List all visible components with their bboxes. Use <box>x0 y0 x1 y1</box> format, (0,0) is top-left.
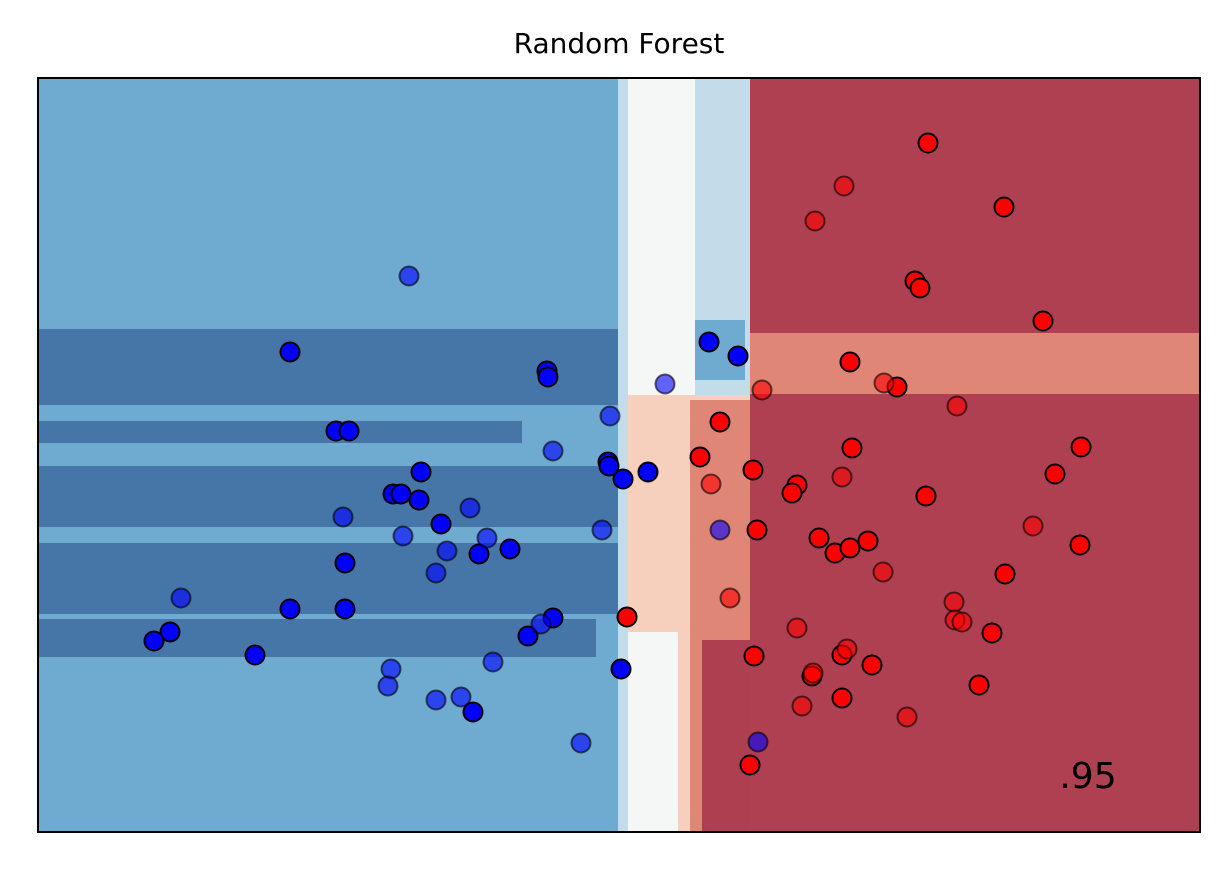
point <box>946 395 968 417</box>
point <box>709 519 731 541</box>
point <box>610 658 632 680</box>
point <box>616 606 638 628</box>
point <box>334 552 356 574</box>
point <box>425 562 447 584</box>
point <box>143 630 165 652</box>
point <box>861 654 883 676</box>
point <box>392 525 414 547</box>
point <box>747 731 769 753</box>
point <box>332 506 354 528</box>
point <box>637 461 659 483</box>
point <box>981 622 1003 644</box>
point <box>786 617 808 639</box>
point <box>244 644 266 666</box>
score-annotation: .95 <box>1059 756 1116 797</box>
point <box>709 411 731 433</box>
point <box>781 482 803 504</box>
point <box>338 420 360 442</box>
point <box>909 277 931 299</box>
point <box>334 598 356 620</box>
point <box>1044 463 1066 485</box>
point <box>831 687 853 709</box>
point <box>993 196 1015 218</box>
point <box>450 686 472 708</box>
point <box>836 638 858 660</box>
point <box>917 132 939 154</box>
chart-title: Random Forest <box>514 27 725 60</box>
point <box>517 625 539 647</box>
point <box>915 485 937 507</box>
point <box>719 587 741 609</box>
point <box>377 675 399 697</box>
point <box>698 331 720 353</box>
point <box>542 440 564 462</box>
point <box>896 706 918 728</box>
point <box>425 689 447 711</box>
point <box>808 527 830 549</box>
point <box>791 695 813 717</box>
point <box>591 519 613 541</box>
point <box>689 446 711 468</box>
point <box>530 613 552 635</box>
point <box>170 587 192 609</box>
point <box>612 468 634 490</box>
point <box>872 561 894 583</box>
point <box>802 662 824 684</box>
point <box>739 754 761 776</box>
point <box>408 489 430 511</box>
point <box>746 519 768 541</box>
point <box>499 538 521 560</box>
point <box>839 537 861 559</box>
point <box>804 210 826 232</box>
point <box>279 341 301 363</box>
point <box>599 405 621 427</box>
point <box>841 437 863 459</box>
point <box>482 651 504 673</box>
point <box>598 455 620 477</box>
point <box>1069 534 1091 556</box>
point <box>459 497 481 519</box>
point <box>839 351 861 373</box>
point <box>968 674 990 696</box>
point <box>994 563 1016 585</box>
point <box>279 598 301 620</box>
point <box>943 591 965 613</box>
point <box>742 459 764 481</box>
point <box>743 645 765 667</box>
point <box>951 611 973 633</box>
point <box>833 175 855 197</box>
point <box>873 372 895 394</box>
point <box>380 658 402 680</box>
point <box>476 527 498 549</box>
decision-surface <box>38 78 1200 832</box>
point <box>410 461 432 483</box>
point <box>857 530 879 552</box>
point <box>1070 436 1092 458</box>
point <box>398 265 420 287</box>
point <box>462 701 484 723</box>
point <box>1022 515 1044 537</box>
point <box>159 621 181 643</box>
point <box>570 732 592 754</box>
point <box>727 345 749 367</box>
point <box>537 366 559 388</box>
point <box>390 483 412 505</box>
point <box>831 466 853 488</box>
plot-frame <box>37 77 1201 833</box>
point <box>430 513 452 535</box>
point <box>654 373 676 395</box>
point <box>1032 310 1054 332</box>
point <box>700 473 722 495</box>
point <box>751 379 773 401</box>
point <box>436 540 458 562</box>
